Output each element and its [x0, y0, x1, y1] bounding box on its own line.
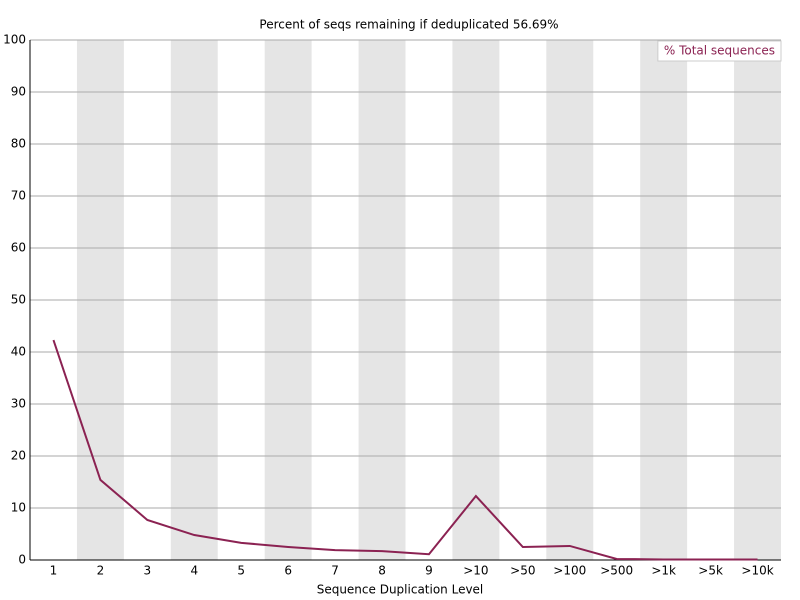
y-tick-label: 0: [18, 553, 26, 567]
x-tick-label: 7: [331, 564, 339, 578]
y-tick-label: 100: [3, 33, 26, 47]
x-axis-label: Sequence Duplication Level: [317, 583, 484, 597]
x-tick-label: 8: [378, 564, 386, 578]
y-tick-label: 50: [11, 293, 26, 307]
y-tick-label: 60: [11, 241, 26, 255]
x-tick-label: >1k: [651, 564, 676, 578]
x-tick-label: 1: [50, 564, 58, 578]
legend-box: [657, 40, 782, 62]
x-tick-label: 2: [97, 564, 105, 578]
x-tick-label: 3: [144, 564, 152, 578]
x-tick-label: >5k: [698, 564, 723, 578]
x-tick-label: >50: [510, 564, 535, 578]
y-tick-label: 70: [11, 189, 26, 203]
y-tick-label: 10: [11, 501, 26, 515]
legend: % Total sequences: [657, 40, 782, 62]
x-tick-label: 5: [237, 564, 245, 578]
y-tick-label: 30: [11, 397, 26, 411]
x-tick-label: 9: [425, 564, 433, 578]
y-tick-label: 40: [11, 345, 26, 359]
x-tick-label: 4: [190, 564, 198, 578]
x-tick-label: >10k: [741, 564, 773, 578]
chart-title: Percent of seqs remaining if deduplicate…: [259, 18, 558, 32]
y-tick-label: 80: [11, 137, 26, 151]
y-tick-label: 20: [11, 449, 26, 463]
x-tick-label: >500: [600, 564, 633, 578]
y-tick-label: 90: [11, 85, 26, 99]
x-tick-label: >10: [463, 564, 488, 578]
data-line: [52, 339, 758, 561]
legend-label: % Total sequences: [664, 44, 775, 58]
x-tick-label: >100: [553, 564, 586, 578]
x-tick-label: 6: [284, 564, 292, 578]
